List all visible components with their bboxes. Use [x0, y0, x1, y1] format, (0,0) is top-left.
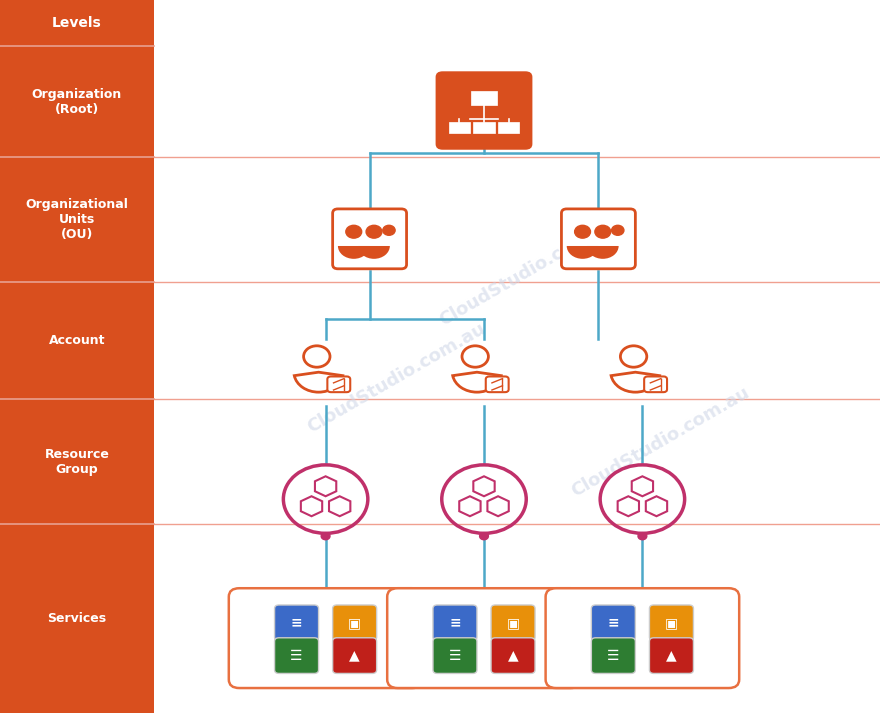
Circle shape [638, 533, 647, 540]
FancyBboxPatch shape [644, 376, 667, 392]
Text: Services: Services [48, 612, 106, 625]
Bar [0, 399, 154, 524]
FancyBboxPatch shape [229, 588, 422, 688]
FancyBboxPatch shape [433, 605, 477, 640]
Text: ▲: ▲ [508, 649, 518, 662]
Circle shape [612, 225, 624, 235]
Bar [0, 524, 154, 713]
Circle shape [480, 533, 488, 540]
FancyBboxPatch shape [333, 638, 377, 673]
FancyBboxPatch shape [649, 605, 693, 640]
Bar [0, 157, 154, 282]
FancyBboxPatch shape [649, 638, 693, 673]
Text: ≡: ≡ [607, 616, 620, 630]
Text: Account: Account [48, 334, 106, 347]
Text: Levels: Levels [52, 16, 102, 30]
Text: ▣: ▣ [507, 616, 519, 630]
Bar [449, 122, 470, 133]
Wedge shape [567, 246, 598, 259]
FancyBboxPatch shape [327, 376, 350, 392]
FancyBboxPatch shape [436, 71, 532, 150]
Text: CloudStudio.com.au: CloudStudio.com.au [568, 384, 752, 501]
Bar [471, 91, 497, 105]
FancyBboxPatch shape [546, 588, 739, 688]
Text: Resource
Group: Resource Group [45, 448, 109, 476]
Bar [0, 282, 154, 399]
Bar [0, 46, 154, 157]
FancyBboxPatch shape [275, 605, 319, 640]
Circle shape [366, 225, 382, 238]
FancyBboxPatch shape [486, 376, 509, 392]
Text: Organizational
Units
(OU): Organizational Units (OU) [26, 198, 128, 241]
Text: Organization
(Root): Organization (Root) [32, 88, 122, 116]
Circle shape [575, 225, 590, 238]
FancyBboxPatch shape [275, 638, 319, 673]
FancyBboxPatch shape [491, 605, 535, 640]
FancyBboxPatch shape [591, 605, 635, 640]
FancyBboxPatch shape [491, 638, 535, 673]
Circle shape [383, 225, 395, 235]
FancyBboxPatch shape [333, 209, 407, 269]
Text: ⬡: ⬡ [480, 93, 488, 103]
Text: ☰: ☰ [290, 649, 303, 662]
Text: AWS Account Structure Mapping: AWS Account Structure Mapping [338, 14, 696, 33]
Text: ▣: ▣ [348, 616, 361, 630]
FancyBboxPatch shape [433, 638, 477, 673]
FancyBboxPatch shape [333, 605, 377, 640]
Bar [0, 0, 154, 46]
FancyBboxPatch shape [387, 588, 581, 688]
Text: ≡: ≡ [290, 616, 303, 630]
FancyBboxPatch shape [591, 638, 635, 673]
Text: ☰: ☰ [607, 649, 620, 662]
Text: ▣: ▣ [665, 616, 678, 630]
Bar [473, 122, 495, 133]
Text: ▲: ▲ [666, 649, 677, 662]
Text: ▲: ▲ [349, 649, 360, 662]
FancyBboxPatch shape [561, 209, 635, 269]
Circle shape [346, 225, 362, 238]
Text: CloudStudio.com.au: CloudStudio.com.au [304, 319, 488, 436]
Wedge shape [587, 246, 619, 259]
Text: ☰: ☰ [449, 649, 461, 662]
Text: CloudStudio.com.au: CloudStudio.com.au [436, 212, 620, 329]
Wedge shape [358, 246, 390, 259]
Bar [498, 122, 519, 133]
Wedge shape [338, 246, 370, 259]
Text: ≡: ≡ [449, 616, 461, 630]
Circle shape [595, 225, 611, 238]
Circle shape [321, 533, 330, 540]
